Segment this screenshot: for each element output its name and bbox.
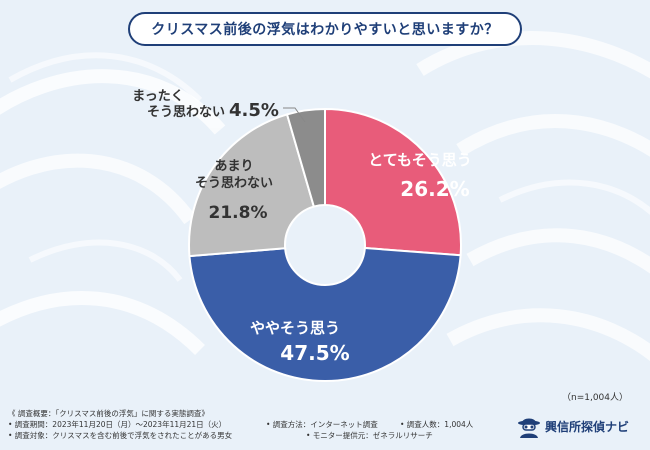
footer-overview: 《 調査概要：「クリスマス前後の浮気」に関する実態調査》 xyxy=(8,409,209,418)
pie-slice xyxy=(188,246,462,383)
slice-value: 26.2% xyxy=(400,177,469,201)
survey-footer: 《 調査概要：「クリスマス前後の浮気」に関する実態調査》 • 調査期間：2023… xyxy=(8,408,508,441)
footer-method: • 調査方法：インターネット調査 xyxy=(266,420,378,429)
slice-label: とてもそう思う xyxy=(368,151,472,169)
slice-label: あまり xyxy=(214,159,253,174)
chart-title: クリスマス前後の浮気はわかりやすいと思いますか？ xyxy=(151,22,499,38)
detective-icon xyxy=(518,418,540,438)
footer-target: • 調査対象：クリスマスを含む前後で浮気をされたことがある男女 xyxy=(8,431,233,440)
slice-label-2: そう思わない xyxy=(195,176,273,191)
slice-value: 21.8% xyxy=(209,203,268,223)
pie-slice xyxy=(324,107,462,257)
slice-value: 47.5% xyxy=(280,341,349,365)
slice-value: 4.5% xyxy=(229,100,279,121)
brand-logo: 興信所探偵ナビ xyxy=(517,411,647,441)
slice-label-2: そう思わない xyxy=(147,105,225,120)
leader-line xyxy=(283,107,306,123)
footer-provider: • モニター提供元：ゼネラルリサーチ xyxy=(306,431,433,440)
slice-label: ややそう思う xyxy=(250,319,340,337)
slice-label: まったく xyxy=(132,89,183,104)
footer-period: • 調査期間：2023年11月20日（月）〜2023年11月21日（火） xyxy=(8,420,227,429)
logo-text: 興信所探偵ナビ xyxy=(545,419,630,434)
pie-slice xyxy=(285,107,326,208)
title-banner: クリスマス前後の浮気はわかりやすいと思いますか？ xyxy=(128,12,522,46)
footer-count: • 調査人数：1,004人 xyxy=(400,420,474,429)
sample-size: （n=1,004人） xyxy=(561,393,628,403)
pie-slice xyxy=(188,113,316,258)
